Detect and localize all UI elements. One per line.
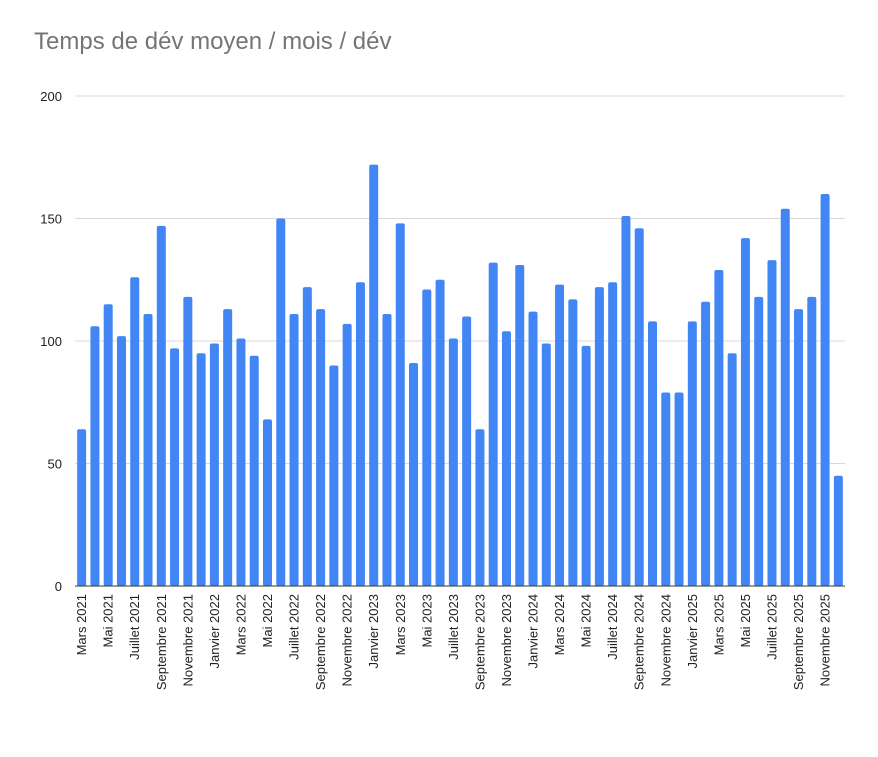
bar (369, 164, 379, 586)
bar (555, 284, 565, 586)
bar (116, 336, 126, 586)
bar (568, 299, 578, 586)
bar (435, 279, 445, 586)
x-tick-label: Septembre 2021 (154, 594, 169, 690)
bar (754, 296, 764, 586)
bar (767, 260, 777, 586)
bar (634, 228, 644, 587)
x-tick-label: Mai 2021 (101, 594, 116, 647)
bar (701, 301, 711, 586)
bar (475, 429, 485, 586)
x-tick-label: Novembre 2025 (818, 594, 833, 687)
bar (170, 348, 180, 586)
bar (807, 296, 817, 586)
bar (740, 238, 750, 586)
bar (329, 365, 339, 586)
bar (820, 194, 830, 586)
bar (183, 296, 193, 586)
bar (276, 218, 286, 586)
x-tick-label: Mars 2025 (711, 594, 726, 655)
bar (581, 345, 591, 586)
bar (648, 321, 657, 586)
x-tick-label: Mars 2022 (233, 594, 248, 655)
bar (103, 304, 113, 586)
bar (794, 309, 804, 586)
bar (448, 338, 458, 586)
bar (209, 343, 219, 586)
bar (302, 287, 312, 586)
x-tick-label: Septembre 2023 (472, 594, 487, 690)
x-tick-label: Novembre 2023 (499, 594, 514, 687)
x-tick-label: Juillet 2023 (446, 594, 461, 660)
x-tick-label: Mai 2024 (579, 594, 594, 647)
bar (674, 392, 684, 586)
x-tick-label: Mai 2025 (738, 594, 753, 647)
bar (528, 311, 538, 586)
bar (422, 289, 432, 586)
x-tick-label: Mai 2022 (260, 594, 275, 647)
bar (608, 282, 618, 586)
x-tick-label: Septembre 2024 (632, 594, 647, 690)
x-tick-label: Mai 2023 (419, 594, 434, 647)
y-tick-label: 100 (40, 334, 62, 349)
bar (236, 338, 246, 586)
x-tick-label: Juillet 2024 (605, 594, 620, 660)
bar (409, 363, 419, 586)
bar (462, 316, 472, 586)
x-tick-label: Novembre 2024 (658, 594, 673, 687)
y-tick-label: 0 (55, 579, 62, 594)
bar (714, 269, 724, 586)
bar (661, 392, 671, 586)
x-tick-label: Juillet 2021 (127, 594, 142, 660)
bar (130, 277, 140, 586)
bar (223, 309, 233, 586)
x-tick-label: Janvier 2022 (207, 594, 222, 668)
bar (90, 326, 100, 586)
bar (263, 419, 272, 586)
bar (515, 265, 525, 586)
bar (196, 353, 206, 586)
x-tick-label: Juillet 2025 (764, 594, 779, 660)
x-tick-label: Janvier 2024 (526, 594, 541, 668)
x-tick-label: Novembre 2022 (340, 594, 355, 687)
x-tick-label: Mars 2021 (74, 594, 89, 655)
bar (249, 355, 259, 586)
bar (143, 314, 153, 586)
x-tick-label: Janvier 2025 (685, 594, 700, 668)
y-tick-label: 150 (40, 212, 62, 227)
bar (382, 314, 392, 586)
bar (488, 262, 498, 586)
x-tick-label: Mars 2023 (393, 594, 408, 655)
x-tick-label: Novembre 2021 (180, 594, 195, 687)
bar (316, 309, 326, 586)
y-tick-label: 50 (48, 457, 62, 472)
x-tick-label: Janvier 2023 (366, 594, 381, 668)
bar (395, 223, 405, 586)
bar (780, 208, 790, 586)
bar (727, 353, 737, 586)
bar (687, 321, 697, 586)
bar (621, 216, 631, 587)
bar (594, 287, 604, 586)
bar (501, 331, 511, 586)
bar (77, 429, 87, 586)
x-tick-label: Mars 2024 (552, 594, 567, 655)
bar (541, 343, 551, 586)
x-tick-label: Septembre 2025 (791, 594, 806, 690)
bar (156, 225, 166, 586)
bar (833, 475, 843, 586)
bar (355, 282, 365, 586)
bar (289, 314, 299, 586)
chart-title: Temps de dév moyen / mois / dév (34, 28, 392, 55)
x-tick-label: Septembre 2022 (313, 594, 328, 690)
bar (342, 323, 352, 586)
y-tick-label: 200 (40, 89, 62, 104)
x-tick-label: Juillet 2022 (287, 594, 302, 660)
